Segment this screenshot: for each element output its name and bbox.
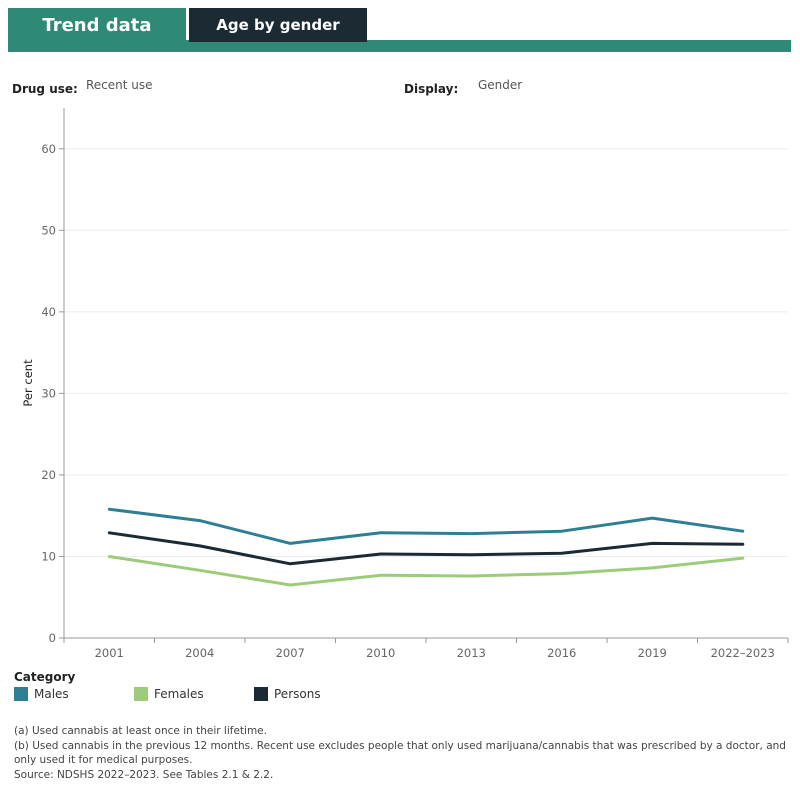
- tab-age-by-gender[interactable]: Age by gender: [189, 8, 367, 42]
- tab-bar: Trend data Age by gender: [8, 8, 792, 52]
- legend-label-persons: Persons: [274, 687, 321, 701]
- y-tick-label: 10: [41, 549, 56, 563]
- grid: [64, 148, 788, 557]
- x-tick-label: 2004: [185, 646, 214, 660]
- series-line-females[interactable]: [107, 555, 745, 587]
- legend-item-females[interactable]: Females: [134, 687, 204, 701]
- legend-item-males[interactable]: Males: [14, 687, 69, 701]
- series-line-persons[interactable]: [107, 531, 745, 566]
- x-ticks: 2001 2004 2007 2010 2013 2016 2019 2022–2023: [63, 638, 789, 660]
- x-tick-label: 2001: [95, 646, 124, 660]
- y-tick-label: 40: [41, 305, 56, 319]
- display-label: Display:: [404, 82, 459, 96]
- y-tick-label: 30: [41, 386, 56, 400]
- tab-strip: [8, 40, 791, 52]
- legend-title: Category: [14, 670, 76, 684]
- series-line-males[interactable]: [107, 507, 745, 545]
- footnote-a: (a) Used cannabis at least once in their…: [14, 725, 267, 737]
- x-tick-label: 2019: [638, 646, 667, 660]
- drug-use-label: Drug use:: [12, 82, 78, 96]
- x-tick-label: 2022–2023: [711, 646, 775, 660]
- legend-label-males: Males: [34, 687, 69, 701]
- footnote-b: (b) Used cannabis in the previous 12 mon…: [14, 739, 786, 767]
- x-tick-label: 2013: [457, 646, 486, 660]
- drug-use-select[interactable]: Recent use: [86, 78, 153, 92]
- source-note: Source: NDSHS 2022–2023. See Tables 2.1 …: [14, 768, 274, 781]
- y-ticks: 0 10 20 30 40 50 60: [41, 142, 64, 645]
- axes: [63, 108, 788, 639]
- legend-swatch-persons: [254, 687, 268, 701]
- legend-swatch-males: [14, 687, 28, 701]
- y-tick-label: 50: [41, 223, 56, 237]
- legend-label-females: Females: [154, 687, 204, 701]
- tab-trend-data[interactable]: Trend data: [8, 8, 186, 42]
- display-select[interactable]: Gender: [478, 78, 523, 92]
- y-tick-label: 60: [41, 142, 56, 156]
- x-tick-label: 2016: [547, 646, 576, 660]
- footnotes: (a) Used cannabis at least once in their…: [14, 724, 790, 782]
- legend-swatch-females: [134, 687, 148, 701]
- x-tick-label: 2007: [276, 646, 305, 660]
- y-tick-label: 0: [49, 631, 56, 645]
- y-tick-label: 20: [41, 468, 56, 482]
- series-lines: [107, 507, 745, 587]
- x-tick-label: 2010: [366, 646, 395, 660]
- y-axis-label: Per cent: [21, 359, 35, 407]
- legend-item-persons[interactable]: Persons: [254, 687, 321, 701]
